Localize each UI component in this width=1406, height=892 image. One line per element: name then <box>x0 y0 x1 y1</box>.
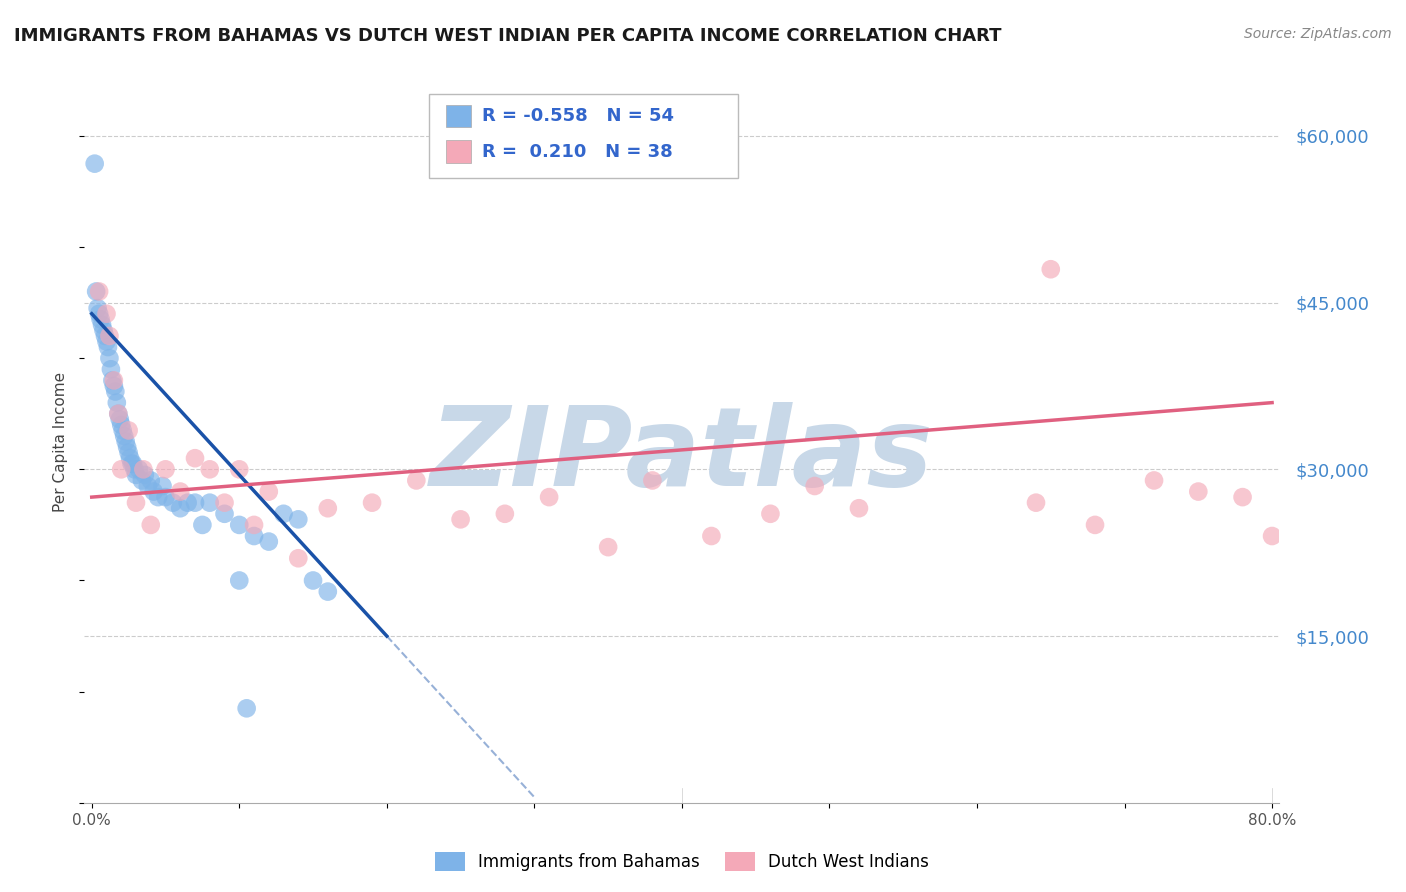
Point <box>494 507 516 521</box>
Point <box>105 395 128 409</box>
Point <box>131 474 153 488</box>
Point <box>700 529 723 543</box>
Point <box>94 329 117 343</box>
Point <box>214 496 236 510</box>
Point <box>257 534 280 549</box>
Point <box>87 285 110 299</box>
Point <box>107 407 129 421</box>
Point <box>1232 490 1254 504</box>
Point <box>146 490 169 504</box>
Point <box>405 474 427 488</box>
Point <box>142 484 165 499</box>
Point <box>243 529 266 543</box>
Point <box>759 507 782 521</box>
Point <box>125 467 148 482</box>
Point <box>101 373 124 387</box>
Point <box>214 507 236 521</box>
Point <box>117 445 139 459</box>
Point <box>287 551 309 566</box>
Text: R = -0.558   N = 54: R = -0.558 N = 54 <box>482 107 675 125</box>
Point <box>228 517 250 532</box>
Point <box>235 701 257 715</box>
Point <box>302 574 325 588</box>
Point <box>176 496 198 510</box>
Point <box>1039 262 1062 277</box>
Point <box>450 512 472 526</box>
Point <box>257 484 280 499</box>
Point <box>96 307 118 321</box>
Point <box>122 457 145 471</box>
Point <box>139 474 162 488</box>
Point <box>287 512 309 526</box>
Point <box>152 479 174 493</box>
Point <box>103 379 125 393</box>
Point <box>273 507 295 521</box>
Point <box>169 484 191 499</box>
Point <box>87 307 110 321</box>
Point <box>111 424 134 438</box>
Point <box>198 462 221 476</box>
Point <box>132 462 155 476</box>
Point <box>1084 517 1107 532</box>
Point <box>96 334 118 349</box>
Point <box>155 490 177 504</box>
Point <box>641 474 664 488</box>
Y-axis label: Per Capita Income: Per Capita Income <box>53 371 69 512</box>
Point <box>86 301 108 315</box>
Point <box>117 424 139 438</box>
Point <box>128 462 150 476</box>
Point <box>155 462 177 476</box>
Point <box>316 584 339 599</box>
Point <box>98 329 121 343</box>
Point <box>91 318 114 332</box>
Point <box>100 362 122 376</box>
Point <box>120 451 142 466</box>
Point <box>107 407 129 421</box>
Point <box>316 501 339 516</box>
Point <box>228 462 250 476</box>
Point <box>104 384 127 399</box>
Text: ZIPatlas: ZIPatlas <box>430 402 934 509</box>
Point <box>598 540 620 554</box>
Point <box>191 517 214 532</box>
Point <box>90 312 112 326</box>
Point <box>110 417 132 432</box>
Point <box>84 285 107 299</box>
Point <box>115 440 138 454</box>
Point <box>108 412 131 426</box>
Point <box>1143 474 1166 488</box>
Point <box>848 501 870 516</box>
Point <box>114 434 136 449</box>
Point <box>538 490 561 504</box>
Point <box>98 351 121 366</box>
Point <box>361 496 384 510</box>
Legend: Immigrants from Bahamas, Dutch West Indians: Immigrants from Bahamas, Dutch West Indi… <box>427 845 936 878</box>
Point <box>184 496 207 510</box>
Point <box>121 457 143 471</box>
Point <box>124 462 146 476</box>
Point <box>243 517 266 532</box>
Point <box>136 479 159 493</box>
Point <box>134 467 156 482</box>
Point <box>97 340 120 354</box>
Point <box>103 373 125 387</box>
Point <box>169 501 191 516</box>
Point <box>198 496 221 510</box>
Point <box>1187 484 1209 499</box>
Point <box>1025 496 1047 510</box>
Point <box>1261 529 1284 543</box>
Point <box>112 429 135 443</box>
Point <box>83 156 105 170</box>
Text: IMMIGRANTS FROM BAHAMAS VS DUTCH WEST INDIAN PER CAPITA INCOME CORRELATION CHART: IMMIGRANTS FROM BAHAMAS VS DUTCH WEST IN… <box>14 27 1001 45</box>
Text: Source: ZipAtlas.com: Source: ZipAtlas.com <box>1244 27 1392 41</box>
Text: R =  0.210   N = 38: R = 0.210 N = 38 <box>482 143 673 161</box>
Point <box>125 496 148 510</box>
Point <box>184 451 207 466</box>
Point <box>93 323 115 337</box>
Point <box>162 496 184 510</box>
Point <box>228 574 250 588</box>
Point <box>803 479 825 493</box>
Point <box>110 462 132 476</box>
Point <box>139 517 162 532</box>
